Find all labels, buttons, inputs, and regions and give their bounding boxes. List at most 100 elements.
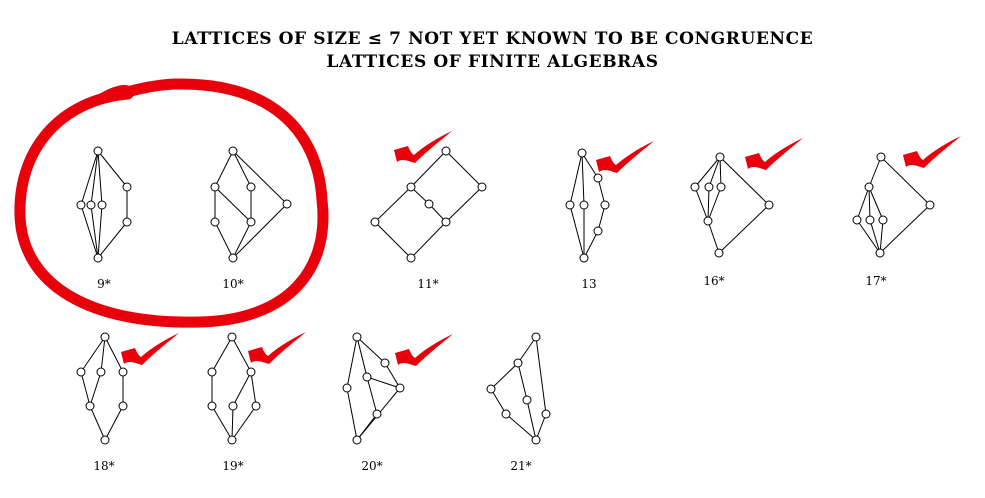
lattice-node [93, 146, 103, 156]
lattice-node [228, 253, 238, 263]
lattice-edge [384, 362, 401, 389]
check-mark-icon [903, 136, 961, 168]
lattice-node [227, 435, 237, 445]
lattice-edge [90, 150, 99, 206]
lattice-node [703, 216, 713, 226]
lattice-node [372, 409, 382, 419]
lattice-node [875, 248, 885, 258]
lattice-edge [214, 150, 234, 188]
lattice-edge [879, 219, 884, 254]
lattice-node [246, 182, 256, 192]
lattice-edge [374, 221, 412, 259]
lattice-node [118, 401, 128, 411]
lattice-node [852, 215, 862, 225]
lattice-10-star: 10* [210, 146, 292, 291]
lattice-edge [410, 221, 447, 259]
lattice-edge [517, 336, 537, 364]
red-circle-annotation [14, 78, 329, 328]
lattice-node [441, 146, 451, 156]
lattice-node [246, 367, 256, 377]
lattice-node [352, 332, 362, 342]
lattice-number-label: 18* [93, 459, 114, 473]
lattice-node [97, 200, 107, 210]
lattice-20-star: 20* [342, 332, 453, 473]
lattice-node [210, 182, 220, 192]
lattice-edge [868, 156, 882, 188]
lattice-edge [232, 150, 288, 205]
lattice-node [246, 217, 256, 227]
lattice-edge [694, 156, 721, 188]
lattice-node [486, 384, 496, 394]
lattice-edge [90, 204, 99, 259]
lattice-node [865, 215, 875, 225]
lattice-node [878, 215, 888, 225]
lattice-edge [718, 204, 770, 254]
lattice-16-star: 16* [690, 138, 803, 288]
lattice-number-label: 16* [703, 274, 724, 288]
lattice-edge [97, 204, 103, 259]
lattice-edge [89, 405, 106, 441]
lattice-node [764, 200, 774, 210]
lattice-edge [856, 219, 881, 254]
lattice-node [593, 226, 603, 236]
lattice-node [577, 148, 587, 158]
lattice-node [122, 217, 132, 227]
lattice-node [531, 332, 541, 342]
lattice-edge [80, 150, 99, 206]
lattice-edge [535, 413, 547, 441]
lattice-node [85, 401, 95, 411]
lattice-node [352, 435, 362, 445]
lattice-edge [869, 219, 881, 254]
lattice-node [227, 332, 237, 342]
lattice-edge [100, 336, 106, 373]
check-mark-icon [248, 332, 306, 364]
lattice-edge [410, 150, 447, 188]
lattice-node [579, 200, 589, 210]
lattice-edge [490, 362, 519, 390]
lattice-node [593, 173, 603, 183]
lattice-edge [597, 177, 606, 206]
lattice-node [118, 367, 128, 377]
check-mark-icon [745, 138, 803, 170]
lattice-node [100, 332, 110, 342]
lattice-edge [581, 152, 585, 206]
lattice-11-star: 11* [370, 131, 487, 291]
lattice-edge [211, 336, 233, 373]
lattice-edge [445, 150, 483, 188]
lattice-edge [104, 336, 124, 373]
lattice-node [282, 199, 292, 209]
figure-title-line-2: LATTICES OF FINITE ALGEBRAS [326, 52, 659, 72]
lattice-edge [569, 204, 585, 259]
lattice-node [207, 367, 217, 377]
lattice-node [441, 217, 451, 227]
lattice-node [370, 217, 380, 227]
lattice-edge [80, 204, 99, 259]
lattice-edge [445, 186, 483, 223]
lattice-edge [517, 362, 528, 401]
lattice-node [207, 401, 217, 411]
lattice-18-star: 18* [76, 332, 179, 473]
lattice-node [122, 182, 132, 192]
lattice-node [704, 182, 714, 192]
lattice-node [228, 146, 238, 156]
lattice-edge [505, 413, 537, 441]
lattice-node [522, 395, 532, 405]
lattice-number-label: 13 [581, 277, 596, 291]
lattice-node [565, 200, 575, 210]
lattice-edge [232, 221, 252, 259]
lattice-node [100, 435, 110, 445]
lattice-edge [490, 388, 507, 415]
lattice-edge [97, 150, 128, 188]
lattice-node [210, 217, 220, 227]
lattice-edge [880, 156, 931, 206]
lattice-number-label: 17* [865, 274, 886, 288]
lattice-edge [707, 220, 720, 254]
lattice-edge [232, 203, 288, 259]
lattice-node [714, 248, 724, 258]
lattice-edge [719, 156, 722, 188]
lattice-node [86, 200, 96, 210]
lattice-edge [856, 186, 870, 221]
lattice-edge [707, 186, 710, 222]
lattice-node [541, 409, 551, 419]
